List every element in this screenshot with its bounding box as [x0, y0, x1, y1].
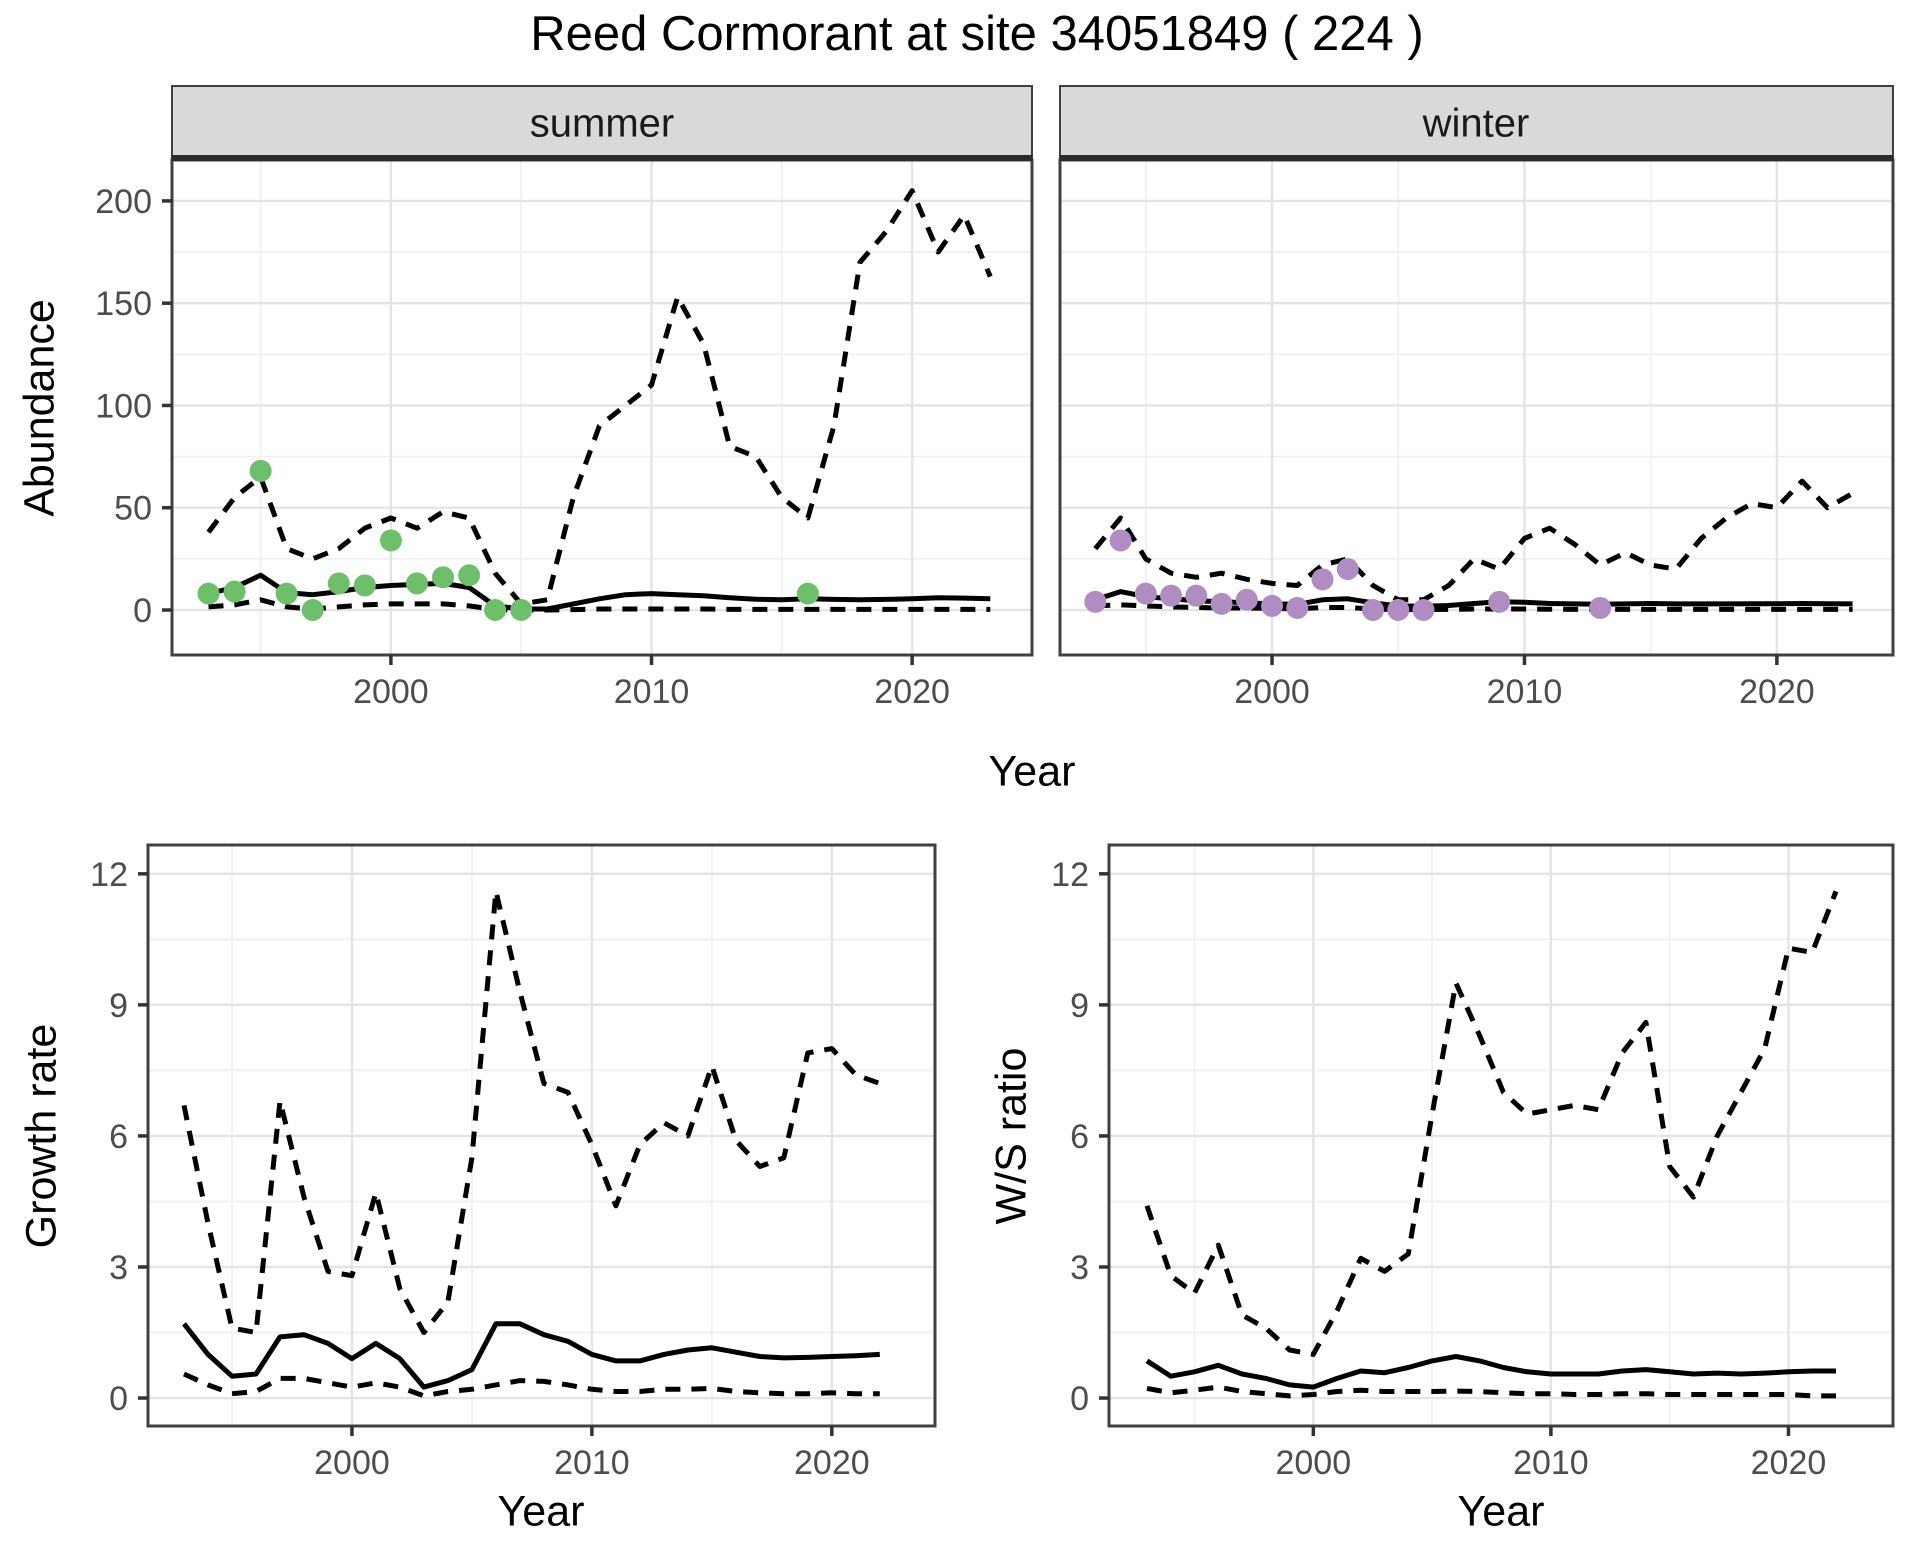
- summer-observed-counts-point: [275, 582, 298, 605]
- y-axis-title-growth-rate: Growth rate: [17, 1023, 66, 1249]
- summer-observed-counts-point: [458, 564, 481, 587]
- summer-facet-strip: [171, 85, 1033, 161]
- ws-lower-95ci-line: [1146, 1384, 1836, 1399]
- x-tick-label: 2020: [874, 673, 950, 711]
- summer-observed-counts-point: [510, 599, 533, 621]
- growth-upper-95ci-line: [181, 888, 881, 1335]
- winter-observed-counts-point: [1160, 584, 1183, 607]
- summer-panel-border: [170, 158, 1034, 657]
- figure-title: Reed Cormorant at site 34051849 ( 224 ): [530, 7, 1424, 61]
- y-tick-label: 3: [1070, 1249, 1089, 1287]
- x-axis-title-year-top: Year: [988, 747, 1076, 796]
- winter-observed-counts-point: [1084, 590, 1107, 613]
- ws-upper-95ci-line: [1144, 890, 1839, 1357]
- summer-observed-counts-point: [796, 582, 819, 605]
- winter-observed-counts-point: [1362, 599, 1385, 621]
- winter-observed-counts-point: [1412, 599, 1435, 621]
- summer-observed-counts-point: [432, 566, 455, 589]
- y-tick-label: 200: [95, 183, 152, 221]
- y-tick-label: 6: [1070, 1118, 1089, 1156]
- winter-observed-counts-point: [1210, 592, 1233, 615]
- summer-upper-95ci-line: [206, 188, 993, 607]
- winter-observed-counts-point: [1387, 599, 1410, 621]
- summer-observed-counts-point: [379, 529, 402, 552]
- x-tick-label: 2020: [1751, 1444, 1827, 1482]
- summer-observed-counts-point: [197, 582, 220, 605]
- winter-observed-counts-point: [1336, 558, 1359, 581]
- y-axis-title-abundance: Abundance: [15, 299, 64, 517]
- summer-observed-counts-point: [223, 580, 246, 603]
- winter-observed-counts-point: [1109, 529, 1132, 552]
- winter-observed-counts-point: [1235, 588, 1258, 611]
- x-tick-label: 2020: [1739, 673, 1815, 711]
- x-tick-label: 2010: [1513, 1444, 1589, 1482]
- x-tick-label: 2010: [614, 673, 690, 711]
- summer-lower-95ci-line: [208, 597, 991, 613]
- winter-panel-border: [1058, 158, 1895, 657]
- growth-lower-95ci-line: [182, 1371, 880, 1399]
- winter-lower-95ci-line: [1095, 602, 1853, 613]
- winter-observed-counts-point: [1311, 568, 1334, 591]
- winter-observed-counts-point: [1185, 584, 1208, 607]
- x-tick-label: 2000: [1275, 1444, 1351, 1482]
- y-tick-label: 6: [109, 1118, 128, 1156]
- winter-observed-counts-point: [1134, 582, 1157, 605]
- winter-observed-counts-point: [1261, 594, 1284, 617]
- winter-facet-strip: [1059, 85, 1894, 161]
- summer-observed-counts-point: [353, 574, 376, 597]
- y-tick-label: 50: [114, 490, 152, 528]
- y-tick-label: 0: [109, 1380, 128, 1418]
- winter-upper-95ci-line: [1093, 478, 1854, 603]
- winter-fitted-median-line: [1094, 589, 1853, 609]
- y-tick-label: 12: [1051, 856, 1089, 894]
- y-tick-label: 3: [109, 1249, 128, 1287]
- summer-observed-counts-point: [484, 599, 507, 621]
- facet-label-winter: winter: [1422, 101, 1530, 146]
- x-axis-title-year-growth: Year: [497, 1487, 585, 1536]
- summer-observed-counts-point: [405, 572, 428, 595]
- summer-observed-counts-point: [301, 599, 324, 621]
- summer-observed-counts-point: [249, 459, 272, 482]
- winter-observed-counts-point: [1589, 596, 1612, 619]
- y-axis-title-ws-ratio: W/S ratio: [987, 1047, 1036, 1225]
- x-tick-label: 2020: [794, 1444, 870, 1482]
- x-tick-label: 2000: [314, 1444, 390, 1482]
- ws-fitted-median-line: [1145, 1354, 1836, 1390]
- x-tick-label: 2000: [353, 673, 429, 711]
- x-tick-label: 2000: [1234, 673, 1310, 711]
- y-tick-label: 9: [109, 987, 128, 1025]
- growth-fitted-median-line: [182, 1321, 880, 1390]
- y-tick-label: 0: [1070, 1380, 1089, 1418]
- winter-observed-counts-point: [1286, 596, 1309, 619]
- y-tick-label: 12: [90, 856, 128, 894]
- y-tick-label: 9: [1070, 987, 1089, 1025]
- y-tick-label: 100: [95, 387, 152, 425]
- x-axis-title-year-ws: Year: [1457, 1487, 1545, 1536]
- y-tick-label: 0: [133, 592, 152, 630]
- x-tick-label: 2010: [554, 1444, 630, 1482]
- x-tick-label: 2010: [1487, 673, 1563, 711]
- summer-observed-counts-point: [327, 572, 350, 595]
- winter-observed-counts-point: [1488, 590, 1511, 613]
- y-tick-label: 150: [95, 285, 152, 323]
- summer-fitted-median-line: [207, 572, 991, 612]
- facet-label-summer: summer: [529, 101, 675, 146]
